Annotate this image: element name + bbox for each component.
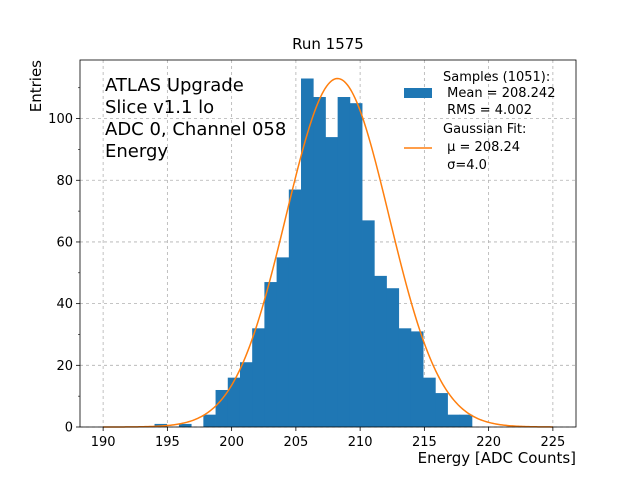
- legend-samples-line: Samples (1051):: [443, 70, 550, 85]
- chart-title: Run 1575: [292, 35, 364, 53]
- histogram-bar: [398, 328, 412, 427]
- histogram-bar: [374, 275, 387, 427]
- y-tick-label: 60: [56, 235, 73, 250]
- histogram-bar: [178, 423, 192, 427]
- histogram-bar: [337, 97, 351, 428]
- histogram-bar: [435, 393, 448, 427]
- x-tick-label: 210: [348, 435, 373, 450]
- y-tick-label: 40: [56, 297, 73, 312]
- x-axis-ticks: 190 195 200 205 210 215 220 225: [91, 427, 565, 450]
- histogram-bar: [288, 189, 302, 427]
- x-tick-label: 190: [91, 435, 116, 450]
- histogram-bar: [301, 78, 314, 427]
- histogram-bar: [264, 282, 278, 427]
- histogram-bar: [227, 377, 241, 427]
- y-axis-ticks: 0 20 40 60 80 100: [48, 87, 80, 436]
- plot-frame: [79, 59, 577, 428]
- legend-fit-line: μ = 208.24: [443, 140, 520, 155]
- y-tick-label: 80: [56, 174, 73, 189]
- histogram-bar: [349, 103, 363, 428]
- histogram-bar: [386, 288, 400, 427]
- x-tick-label: 220: [476, 435, 501, 450]
- x-tick-label: 215: [412, 435, 437, 450]
- annotation-line: Energy: [105, 141, 168, 162]
- x-tick-label: 225: [540, 435, 565, 450]
- histogram-bar: [252, 328, 265, 427]
- legend-samples-line: Mean = 208.242: [443, 86, 555, 101]
- legend-samples-line: RMS = 4.002: [443, 103, 532, 118]
- y-tick-label: 0: [65, 421, 73, 436]
- histogram-bars: [154, 78, 473, 428]
- histogram-bar: [325, 137, 339, 428]
- histogram-bar: [423, 377, 436, 427]
- legend-fit-line: Gaussian Fit:: [443, 122, 526, 137]
- gaussian-fit-curve: [103, 77, 553, 428]
- histogram-bar: [410, 331, 424, 427]
- legend: Samples (1051): Mean = 208.242 RMS = 4.0…: [404, 70, 555, 173]
- histogram-bar: [239, 362, 253, 427]
- annotation-line: ATLAS Upgrade: [105, 75, 244, 96]
- histogram-bar: [447, 414, 461, 427]
- x-tick-label: 200: [219, 435, 244, 450]
- annotation-line: Slice v1.1 lo: [105, 97, 214, 118]
- histogram-bar: [362, 220, 375, 427]
- y-axis-label: Entries: [27, 60, 45, 112]
- x-axis-label: Energy [ADC Counts]: [418, 449, 576, 467]
- legend-samples-swatch: [404, 88, 432, 98]
- x-tick-label: 195: [155, 435, 180, 450]
- legend-fit-line: σ=4.0: [443, 158, 487, 173]
- annotation-block: ATLAS Upgrade Slice v1.1 lo ADC 0, Chann…: [105, 75, 286, 162]
- histogram-bar: [215, 389, 229, 427]
- x-tick-label: 205: [283, 435, 308, 450]
- y-tick-label: 20: [56, 359, 73, 374]
- histogram-bar: [313, 97, 326, 428]
- annotation-line: ADC 0, Channel 058: [105, 119, 286, 140]
- histogram-bar: [459, 414, 473, 427]
- y-tick-label: 100: [48, 112, 73, 127]
- histogram-bar: [276, 257, 290, 427]
- histogram-bar: [203, 414, 216, 427]
